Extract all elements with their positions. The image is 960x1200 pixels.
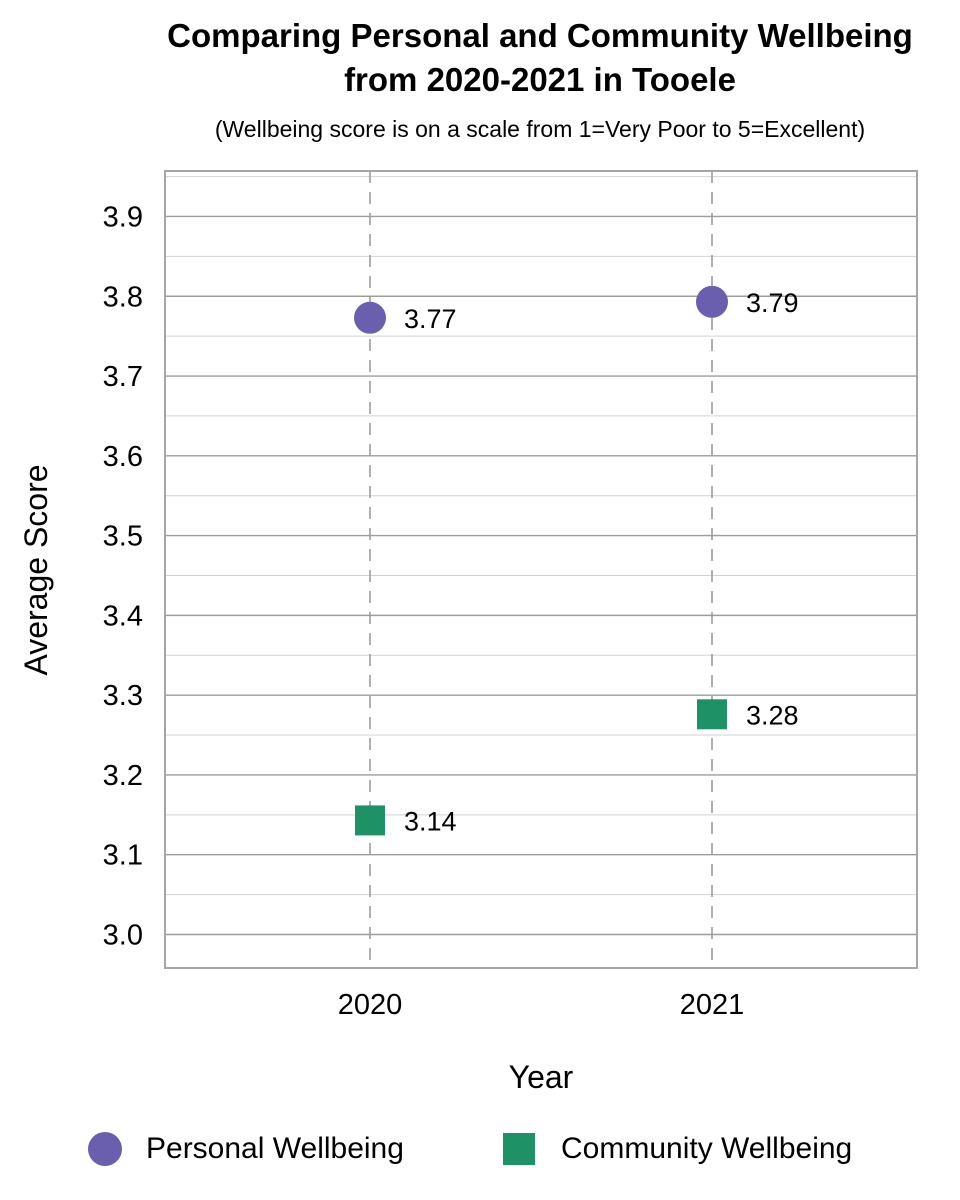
legend-label-personal-wellbeing: Personal Wellbeing bbox=[146, 1132, 404, 1165]
y-tick-label: 3.6 bbox=[103, 441, 143, 473]
legend-label-community-wellbeing: Community Wellbeing bbox=[561, 1132, 853, 1165]
personal-wellbeing-data-label: 3.77 bbox=[404, 304, 457, 334]
chart-subtitle: (Wellbeing score is on a scale from 1=Ve… bbox=[214, 116, 866, 142]
community-wellbeing-data-label: 3.14 bbox=[404, 806, 457, 836]
x-axis-label: Year bbox=[509, 1059, 574, 1095]
y-tick-label: 3.9 bbox=[103, 201, 143, 233]
plot-frame bbox=[164, 170, 918, 969]
plot-area bbox=[165, 171, 917, 968]
legend-item-personal-wellbeing: Personal Wellbeing bbox=[88, 1124, 404, 1174]
y-axis-label: Average Score bbox=[18, 464, 54, 675]
scatter-chart: 3.0 3.1 3.2 3.3 3.4 3.5 3.6 3.7 3.8 3.9 2020 2021 Ye… bbox=[18, 170, 918, 1095]
y-tick-label: 3.3 bbox=[103, 680, 143, 712]
legend-square-marker bbox=[503, 1133, 535, 1165]
personal-wellbeing-data-label: 3.79 bbox=[746, 288, 799, 318]
chart-legend: Personal Wellbeing Community Wellbeing bbox=[0, 1124, 960, 1174]
legend-circle-marker bbox=[88, 1132, 122, 1166]
y-tick-label: 3.8 bbox=[103, 281, 143, 313]
community-wellbeing-point bbox=[697, 699, 727, 730]
legend-item-community-wellbeing: Community Wellbeing bbox=[503, 1124, 852, 1174]
x-tick-label: 2021 bbox=[680, 989, 745, 1021]
y-tick-label: 3.1 bbox=[103, 840, 143, 872]
community-wellbeing-point bbox=[355, 805, 385, 836]
chart-title-line-2: from 2020-2021 in Tooele bbox=[344, 61, 736, 98]
chart-title-line-1: Comparing Personal and Community Wellbei… bbox=[167, 17, 913, 54]
y-tick-label: 3.0 bbox=[103, 919, 143, 951]
y-tick-label: 3.5 bbox=[103, 521, 143, 553]
personal-wellbeing-point bbox=[354, 301, 386, 334]
y-tick-label: 3.2 bbox=[103, 760, 143, 792]
personal-wellbeing-point bbox=[696, 285, 728, 318]
chart-title: Comparing Personal and Community Wellbei… bbox=[100, 14, 960, 102]
y-tick-label: 3.7 bbox=[103, 361, 143, 393]
x-tick-label: 2020 bbox=[338, 989, 403, 1021]
y-tick-label: 3.4 bbox=[103, 600, 143, 632]
community-wellbeing-data-label: 3.28 bbox=[746, 700, 799, 730]
